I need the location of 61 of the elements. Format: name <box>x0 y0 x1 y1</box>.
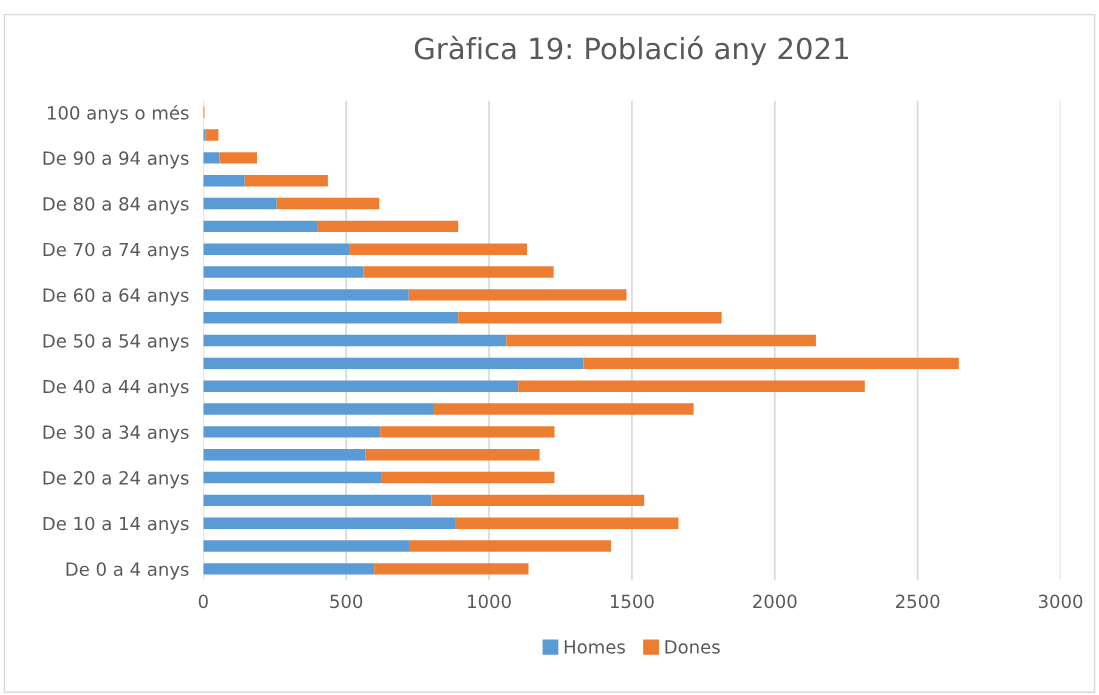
bar <box>276 197 380 210</box>
x-tick-label: 3000 <box>1038 594 1083 609</box>
bar <box>203 540 410 552</box>
y-tick-label: De 70 a 74 anys <box>43 242 189 260</box>
bar <box>349 243 528 255</box>
x-tick-label: 1500 <box>610 594 654 609</box>
bar <box>219 152 258 164</box>
bar <box>203 129 206 141</box>
bar <box>380 426 555 438</box>
bar <box>203 220 318 233</box>
bar <box>317 220 459 233</box>
bar <box>203 243 350 255</box>
bar <box>203 380 519 392</box>
bar <box>203 426 381 438</box>
x-tick-label: 0 <box>198 594 208 609</box>
bar <box>203 494 432 507</box>
bar <box>203 312 459 324</box>
bar <box>203 152 220 164</box>
bar <box>506 334 816 347</box>
y-tick-label: De 0 a 4 anys <box>66 562 189 580</box>
bar <box>203 334 507 347</box>
y-tick-label: De 10 a 14 anys <box>43 516 189 534</box>
bar <box>203 197 277 210</box>
y-tick-label: 100 anys o més <box>47 104 189 124</box>
bar <box>203 563 375 575</box>
bar <box>583 357 959 370</box>
x-tick-label: 2500 <box>896 594 940 609</box>
bar <box>431 494 645 507</box>
legend-label: Homes <box>564 640 625 654</box>
legend-label: Dones <box>665 640 720 654</box>
bar <box>409 540 612 552</box>
bar <box>458 312 722 324</box>
x-tick-label: 500 <box>330 594 363 609</box>
bar <box>203 357 584 370</box>
bar <box>203 266 364 278</box>
bar <box>374 563 529 575</box>
bar <box>203 471 382 484</box>
bar <box>518 380 865 392</box>
chart-title: Gràfica 19: Població any 2021 <box>414 35 848 66</box>
bar <box>203 174 245 187</box>
bar <box>381 471 555 484</box>
bar <box>244 174 328 187</box>
bar <box>203 517 456 529</box>
bar <box>363 266 554 278</box>
bar <box>455 517 679 529</box>
bar <box>203 403 434 415</box>
bar <box>433 403 694 415</box>
bar <box>365 449 540 461</box>
y-tick-label: De 40 a 44 anys <box>43 379 189 397</box>
y-tick-label: De 50 a 54 anys <box>43 334 189 352</box>
x-tick-label: 1000 <box>468 594 511 609</box>
y-tick-label: De 30 a 34 anys <box>43 425 189 443</box>
bar <box>203 289 409 301</box>
bar <box>203 449 366 461</box>
bar <box>408 289 627 301</box>
y-tick-label: De 90 a 94 anys <box>43 151 189 169</box>
y-tick-label: De 20 a 24 anys <box>43 471 189 489</box>
y-tick-label: De 60 a 64 anys <box>43 288 189 306</box>
y-tick-label: De 80 a 84 anys <box>43 196 189 215</box>
x-tick-label: 2000 <box>753 594 797 609</box>
bar <box>205 129 219 141</box>
